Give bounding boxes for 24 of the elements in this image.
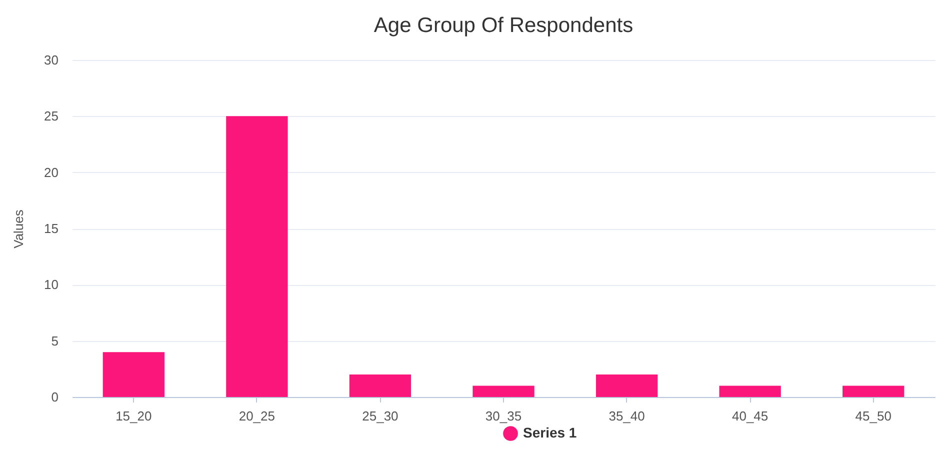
- bar: [226, 116, 288, 397]
- y-tick-label: 20: [44, 164, 58, 180]
- bar: [842, 386, 904, 397]
- bar: [472, 386, 534, 397]
- x-tick-label: 15_20: [116, 408, 152, 424]
- legend-label: Series 1: [523, 424, 577, 440]
- y-tick-label: 15: [44, 221, 58, 236]
- x-tick-label: 35_40: [608, 408, 645, 424]
- y-tick-label: 25: [44, 108, 58, 124]
- y-tick-label: 30: [44, 52, 58, 68]
- y-tick-label: 5: [51, 333, 58, 348]
- bar: [349, 374, 412, 397]
- y-tick-label: 10: [44, 277, 58, 292]
- chart-title: Age Group Of Respondents: [374, 14, 634, 37]
- x-tick-label: 20_25: [238, 408, 276, 424]
- y-axis-title: Values: [11, 209, 26, 248]
- bar: [102, 352, 164, 397]
- x-tick-label: 45_50: [855, 408, 892, 424]
- x-tick-label: 40_45: [732, 408, 768, 424]
- bar: [596, 374, 658, 397]
- bar: [719, 386, 781, 397]
- x-tick-label: 25_30: [362, 408, 398, 424]
- x-tick-label: 30_35: [485, 408, 522, 424]
- y-tick-label: 0: [51, 390, 58, 404]
